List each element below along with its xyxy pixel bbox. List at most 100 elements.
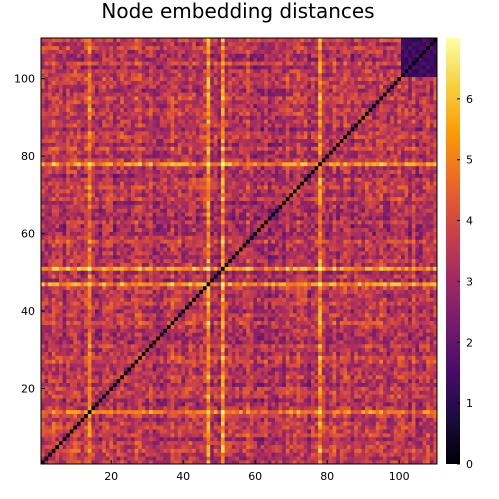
heatmap-cell [120,316,125,322]
heatmap-cell [368,448,373,453]
heatmap-cell [203,332,207,337]
heatmap-cell [426,340,431,345]
heatmap-cell [163,351,168,356]
heatmap-cell [275,398,279,403]
heatmap-cell [59,460,63,465]
heatmap-cell [224,460,229,465]
heatmap-cell [383,429,387,434]
heatmap-cell [404,448,409,453]
heatmap-cell [267,390,272,395]
heatmap-cell [429,382,434,387]
heatmap-cell [159,425,164,430]
heatmap-cell [293,297,297,302]
heatmap-cell [282,440,287,445]
heatmap-cell [253,371,258,376]
heatmap-cell [296,297,301,302]
heatmap-cell [314,386,319,391]
heatmap-cell [429,394,434,399]
heatmap-cell [314,436,319,442]
heatmap-cell [203,436,207,442]
heatmap-cell [134,398,139,403]
heatmap-cell [383,436,387,442]
heatmap-cell [303,452,308,457]
heatmap-cell [170,394,175,399]
heatmap-cell [332,351,337,356]
heatmap-cell [91,320,96,325]
heatmap-cell [282,409,287,414]
heatmap-cell [134,402,139,407]
heatmap-cell [321,394,326,399]
heatmap-cell [336,378,341,384]
heatmap-cell [145,324,150,329]
heatmap-cell [102,340,107,345]
heatmap-cell [80,460,85,465]
heatmap-cell [188,394,193,399]
heatmap-cell [332,289,337,294]
heatmap-cell [170,398,175,403]
heatmap-cell [350,452,355,457]
heatmap-cell [318,324,323,329]
heatmap-cell [217,312,222,318]
heatmap-cell [116,386,121,391]
heatmap-cell [181,309,186,314]
heatmap-cell [357,405,362,411]
heatmap-cell [379,371,384,376]
heatmap-cell [408,378,413,384]
heatmap-cell [318,394,323,399]
heatmap-cell [264,378,269,384]
heatmap-cell [361,312,366,318]
heatmap-cell [51,359,56,364]
heatmap-cell [113,394,117,399]
heatmap-cell [116,359,121,364]
heatmap-cell [87,398,92,403]
heatmap-cell [408,316,413,322]
heatmap-cell [156,378,161,384]
heatmap-cell [131,374,135,380]
heatmap-cell [426,355,431,360]
heatmap-cell [282,433,287,438]
heatmap-cell [357,417,362,422]
heatmap-cell [73,285,78,291]
heatmap-cell [55,382,60,387]
heatmap-cell [84,460,89,465]
heatmap-cell [59,328,63,333]
heatmap-cell [285,359,290,364]
heatmap-cell [433,312,438,318]
heatmap-cell [41,320,45,325]
heatmap-cell [44,386,49,391]
heatmap-cell [228,359,233,364]
heatmap-cell [192,309,197,314]
heatmap-cell [224,371,229,376]
heatmap-cell [55,316,60,322]
heatmap-cell [347,417,351,422]
heatmap-cell [285,293,290,298]
heatmap-cell [210,417,215,422]
heatmap-cell [343,429,348,434]
heatmap-cell [217,371,222,376]
heatmap-cell [318,460,323,465]
heatmap-cell [51,382,56,387]
heatmap-cell [372,332,377,337]
heatmap-cell [429,355,434,360]
heatmap-cell [422,332,427,337]
heatmap-cell [347,289,351,294]
heatmap-cell [393,448,398,453]
heatmap-cell [249,363,254,368]
heatmap-cell [66,374,71,380]
heatmap-cell [185,363,189,368]
heatmap-cell [282,456,287,461]
heatmap-cell [138,433,143,438]
heatmap-cell [192,448,197,453]
heatmap-cell [429,309,434,314]
heatmap-cell [303,320,308,325]
heatmap-cell [350,320,355,325]
heatmap-cell [48,433,53,438]
heatmap-cell [339,359,344,364]
heatmap-cell [231,417,236,422]
heatmap-cell [73,320,78,325]
heatmap-cell [55,425,60,430]
heatmap-cell [167,382,171,387]
heatmap-cell [426,425,431,430]
heatmap-cell [379,394,384,399]
heatmap-cell [325,374,330,380]
